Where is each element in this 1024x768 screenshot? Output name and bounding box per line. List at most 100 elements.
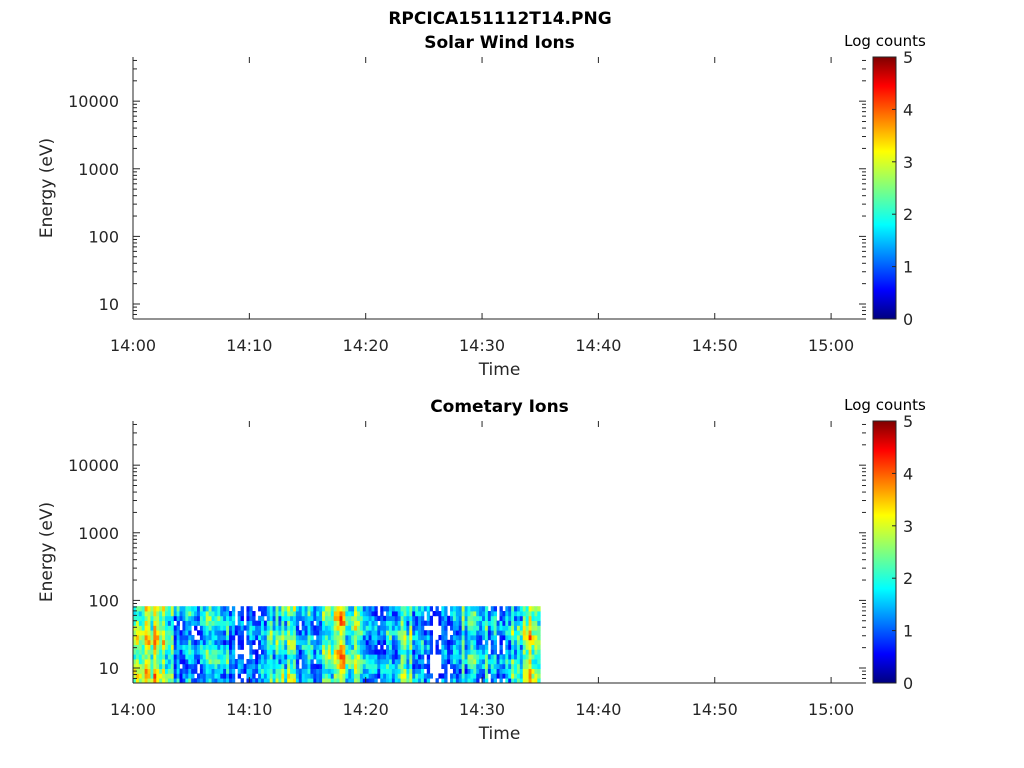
spectrogram-cell bbox=[231, 673, 236, 679]
spectrogram-cell bbox=[231, 635, 236, 641]
spectrogram-cell bbox=[301, 630, 306, 636]
spectrogram-cell bbox=[150, 620, 154, 626]
spectrogram-cell bbox=[167, 668, 172, 674]
spectrogram-cell bbox=[537, 654, 541, 660]
spectrogram-cell bbox=[514, 630, 518, 636]
spectrogram-cell bbox=[388, 668, 393, 674]
spectrogram-cell bbox=[269, 668, 274, 674]
spectrogram-cell bbox=[406, 668, 410, 674]
spectrogram-cell bbox=[362, 625, 367, 631]
spectrogram-cell bbox=[327, 620, 332, 626]
spectrogram-cell bbox=[255, 659, 259, 665]
spectrogram-cell bbox=[176, 673, 180, 679]
spectrogram-cell bbox=[304, 649, 308, 655]
spectrogram-cell bbox=[511, 620, 515, 626]
y-axis-label: Energy (eV) bbox=[37, 502, 57, 602]
spectrogram-cell bbox=[304, 659, 308, 665]
spectrogram-cell bbox=[412, 678, 416, 684]
spectrogram-cell bbox=[516, 615, 521, 622]
spectrogram-cell bbox=[226, 649, 230, 655]
spectrogram-cell bbox=[214, 673, 218, 679]
spectrogram-cell bbox=[348, 611, 352, 617]
spectrogram-cell bbox=[444, 654, 448, 660]
spectrogram-cell bbox=[377, 663, 381, 669]
spectrogram-cell bbox=[490, 654, 495, 660]
spectrogram-cell bbox=[444, 630, 448, 636]
spectrogram-cell bbox=[159, 673, 163, 679]
spectrogram-cell bbox=[301, 678, 306, 684]
spectrogram-cell bbox=[319, 615, 323, 622]
spectrogram-cell bbox=[519, 625, 524, 631]
spectrogram-cell bbox=[330, 668, 335, 674]
spectrogram-cell bbox=[342, 625, 346, 631]
spectrogram-cell bbox=[528, 644, 532, 650]
spectrogram-cell bbox=[173, 611, 178, 617]
spectrogram-cell bbox=[263, 654, 268, 660]
spectrogram-cell bbox=[135, 630, 140, 636]
spectrogram-cell bbox=[351, 668, 355, 674]
spectrogram-cell bbox=[508, 644, 512, 650]
spectrogram-cell bbox=[359, 659, 364, 665]
spectrogram-cell bbox=[455, 654, 460, 660]
spectrogram-cell bbox=[356, 659, 361, 665]
spectrogram-cell bbox=[295, 654, 300, 660]
spectrogram-cell bbox=[499, 663, 503, 669]
spectrogram-cell bbox=[202, 611, 207, 617]
x-tick-label: 14:50 bbox=[692, 336, 738, 355]
spectrogram-cell bbox=[258, 673, 262, 679]
spectrogram-cell bbox=[522, 668, 527, 674]
spectrogram-cell bbox=[426, 678, 431, 684]
spectrogram-cell bbox=[185, 620, 189, 626]
spectrogram-cell bbox=[377, 673, 381, 679]
spectrogram-cell bbox=[470, 673, 474, 679]
spectrogram-cell bbox=[400, 654, 404, 660]
spectrogram-cell bbox=[135, 678, 140, 684]
spectrogram-cell bbox=[336, 635, 340, 641]
spectrogram-cell bbox=[141, 678, 146, 684]
spectrogram-cell bbox=[394, 630, 399, 636]
spectrogram-cell bbox=[214, 630, 218, 636]
spectrogram-cell bbox=[269, 654, 274, 660]
spectrogram-cell bbox=[290, 668, 294, 674]
spectrogram-cell bbox=[153, 615, 157, 622]
spectrogram-cell bbox=[307, 659, 311, 665]
spectrogram-cell bbox=[226, 611, 230, 617]
spectrogram-cell bbox=[205, 620, 210, 626]
spectrogram-cell bbox=[319, 663, 323, 669]
spectrogram-cell bbox=[217, 668, 221, 674]
spectrogram-cell bbox=[290, 663, 294, 669]
spectrogram-cell bbox=[214, 659, 218, 665]
spectrogram-cell bbox=[307, 606, 311, 612]
spectrogram-cell bbox=[135, 663, 140, 669]
spectrogram-cell bbox=[342, 644, 346, 650]
spectrogram-cell bbox=[348, 620, 352, 626]
spectrogram-cell bbox=[461, 620, 465, 626]
spectrogram-cell bbox=[499, 649, 503, 655]
spectrogram-cell bbox=[362, 654, 367, 660]
spectrogram-cell bbox=[464, 649, 468, 655]
spectrogram-cell bbox=[258, 678, 262, 684]
spectrogram-cell bbox=[348, 659, 352, 665]
spectrogram-cell bbox=[499, 620, 503, 626]
spectrogram-cell bbox=[345, 606, 349, 612]
spectrogram-cell bbox=[409, 673, 413, 679]
spectrogram-cell bbox=[310, 606, 314, 612]
spectrogram-cell bbox=[237, 615, 242, 622]
spectrogram-cell bbox=[386, 649, 390, 655]
spectrogram-cell bbox=[441, 678, 445, 684]
spectrogram-cell bbox=[185, 649, 189, 655]
spectrogram-cell bbox=[188, 635, 192, 641]
spectrogram-cell bbox=[255, 625, 259, 631]
spectrogram-cell bbox=[479, 654, 483, 660]
spectrogram-cell bbox=[287, 620, 291, 626]
spectrogram-cell bbox=[188, 611, 192, 617]
spectrogram-cell bbox=[345, 639, 349, 646]
spectrogram-cell bbox=[452, 625, 457, 631]
spectrogram-cell bbox=[217, 611, 221, 617]
spectrogram-cell bbox=[170, 649, 175, 655]
spectrogram-cell bbox=[281, 678, 285, 684]
spectrogram-cell bbox=[211, 615, 215, 622]
spectrogram-cell bbox=[191, 635, 195, 641]
spectrogram-cell bbox=[214, 606, 218, 612]
spectrogram-cell bbox=[336, 654, 340, 660]
